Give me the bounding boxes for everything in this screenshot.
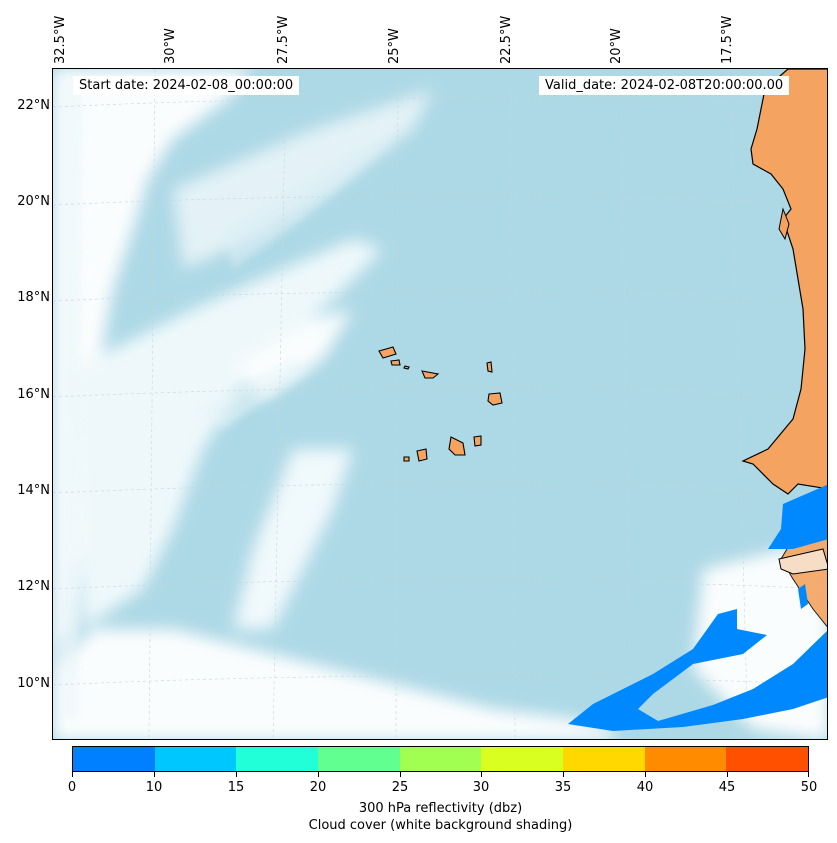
colorbar-swatch [481, 747, 564, 771]
cape-verde-islands [378, 346, 503, 462]
lon-label-30w: 30°W [163, 28, 178, 64]
map-canvas [53, 69, 827, 739]
graticule [53, 69, 827, 739]
africa-land [741, 69, 827, 495]
colorbar-swatch [236, 747, 319, 771]
lat-label-12n: 12°N [17, 579, 50, 594]
lon-label-32.5w: 32.5°W [53, 15, 68, 64]
colorbar-swatch [563, 747, 645, 771]
valid-date-label: Valid_date: 2024-02-08T20:00:00.00 [539, 76, 790, 95]
lon-label-22.5w: 22.5°W [499, 15, 514, 64]
colorbar-tick [72, 772, 73, 777]
coast-inlets [778, 207, 790, 241]
lat-label-16n: 16°N [17, 387, 50, 402]
cloud-streaks [63, 79, 393, 719]
map-panel [52, 68, 828, 740]
colorbar [72, 746, 809, 772]
lat-label-20n: 20°N [17, 194, 50, 209]
colorbar-swatch [726, 747, 809, 771]
colorbar-title: 300 hPa reflectivity (dbz) [358, 801, 523, 816]
colorbar-tick-label: 35 [554, 780, 572, 795]
colorbar-subtitle: Cloud cover (white background shading) [308, 818, 573, 833]
lon-label-25w: 25°W [387, 28, 402, 64]
colorbar-tick-label: 50 [800, 780, 818, 795]
colorbar-tick-label: 40 [636, 780, 654, 795]
lat-label-18n: 18°N [17, 290, 50, 305]
colorbar-tick [236, 772, 237, 777]
start-date-label: Start date: 2024-02-08_00:00:00 [73, 76, 300, 95]
colorbar-tick [727, 772, 728, 777]
colorbar-tick-label: 30 [472, 780, 490, 795]
lat-label-22n: 22°N [17, 98, 50, 113]
lon-label-17.5w: 17.5°W [720, 15, 735, 64]
colorbar-tick [154, 772, 155, 777]
colorbar-tick [318, 772, 319, 777]
colorbar-swatch [399, 747, 482, 771]
lat-label-14n: 14°N [17, 483, 50, 498]
colorbar-swatch [644, 747, 727, 771]
colorbar-tick [400, 772, 401, 777]
colorbar-tick-label: 15 [227, 780, 245, 795]
reflectivity-band [568, 484, 827, 731]
colorbar-tick [481, 772, 482, 777]
colorbar-swatch [318, 747, 400, 771]
colorbar-tick-label: 20 [309, 780, 327, 795]
colorbar-tick-label: 25 [391, 780, 409, 795]
lon-label-20w: 20°W [609, 28, 624, 64]
colorbar-tick-label: 45 [718, 780, 736, 795]
colorbar-swatch [73, 747, 155, 771]
colorbar-tick-label: 0 [67, 780, 77, 795]
colorbar-tick [563, 772, 564, 777]
colorbar-swatch [154, 747, 237, 771]
colorbar-tick [645, 772, 646, 777]
lon-label-27.5w: 27.5°W [276, 15, 291, 64]
colorbar-tick-label: 10 [145, 780, 163, 795]
gambia-detail [778, 548, 827, 575]
lat-label-10n: 10°N [17, 676, 50, 691]
colorbar-tick [808, 772, 809, 777]
